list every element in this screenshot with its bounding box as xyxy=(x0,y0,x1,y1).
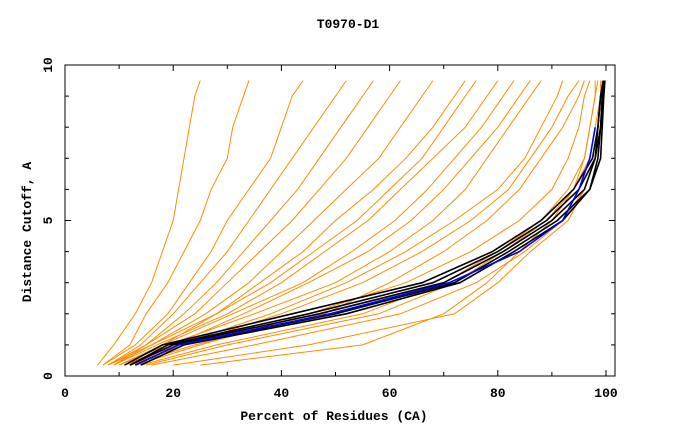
x-tick-label: 80 xyxy=(490,386,506,401)
x-tick-labels: 0 20 40 60 80 100 xyxy=(61,386,618,401)
series-line-model-6 xyxy=(124,80,531,366)
x-tick-label: 0 xyxy=(61,386,69,401)
series-line-model-14 xyxy=(102,80,304,366)
series-line-top-5 xyxy=(124,80,605,366)
series-line-top-4 xyxy=(140,80,606,366)
y-tick-label: 5 xyxy=(41,216,56,224)
series-line-model-19 xyxy=(113,80,466,366)
chart-title: T0970-D1 xyxy=(317,17,380,32)
x-tick-label: 60 xyxy=(382,386,398,401)
series-line-model-21 xyxy=(108,80,374,366)
series-layer xyxy=(97,80,606,366)
series-line-model-4 xyxy=(113,80,401,366)
series-line-model-1 xyxy=(97,80,201,366)
series-line-model-2 xyxy=(102,80,250,366)
series-line-model-10 xyxy=(151,80,603,366)
series-line-model-11 xyxy=(108,80,434,366)
series-line-highlight xyxy=(134,127,596,366)
series-line-model-12 xyxy=(113,80,499,366)
series-line-model-20 xyxy=(118,80,515,366)
series-line-model-13 xyxy=(118,80,542,366)
series-line-top-3 xyxy=(129,80,605,366)
x-tick-label: 20 xyxy=(165,386,181,401)
series-line-model-5 xyxy=(118,80,477,366)
series-line-model-3 xyxy=(108,80,347,366)
series-line-top-2 xyxy=(134,80,606,366)
tick-layer xyxy=(64,64,615,377)
series-line-model-9 xyxy=(140,80,599,366)
series-line-model-18 xyxy=(124,80,564,366)
y-tick-label: 0 xyxy=(41,372,56,380)
series-line-model-8 xyxy=(135,80,591,366)
y-tick-labels: 0 5 10 xyxy=(41,57,56,380)
x-axis-label: Percent of Residues (CA) xyxy=(240,409,427,424)
x-tick-label: 100 xyxy=(594,386,618,401)
y-tick-label: 10 xyxy=(41,57,56,73)
y-axis-label: Distance Cutoff, A xyxy=(20,162,35,303)
x-tick-label: 40 xyxy=(274,386,290,401)
plot-frame xyxy=(64,64,616,377)
